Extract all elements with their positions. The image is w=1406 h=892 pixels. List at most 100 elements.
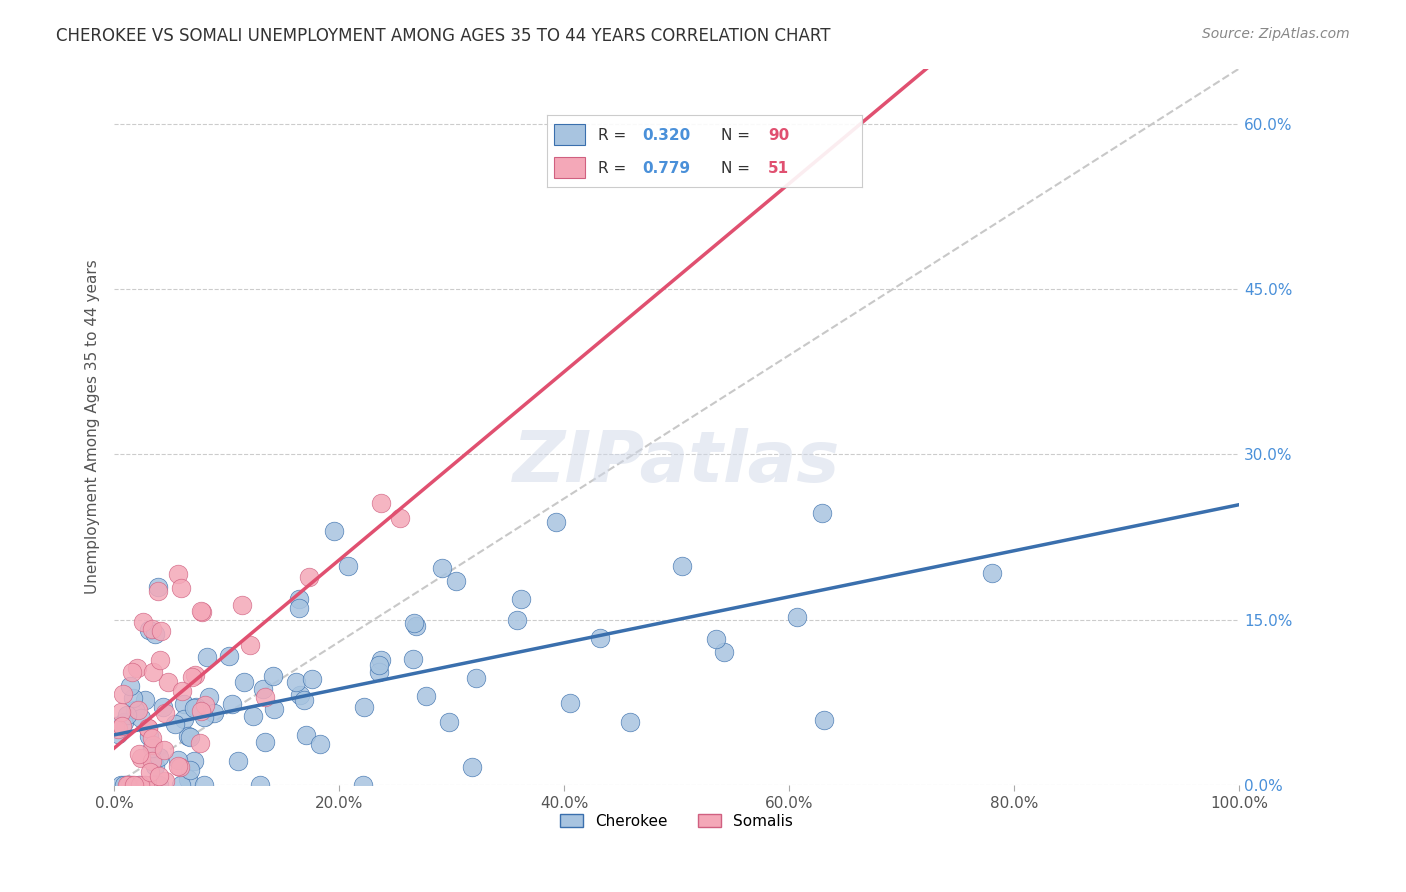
- Point: [510, 591, 533, 606]
- Point: [249, 778, 271, 792]
- Point: [336, 558, 359, 573]
- Point: [110, 705, 132, 719]
- Point: [370, 496, 392, 510]
- Point: [191, 605, 214, 619]
- Point: [118, 679, 141, 693]
- Text: ZIPatlas: ZIPatlas: [513, 428, 841, 497]
- Point: [292, 693, 315, 707]
- Point: [107, 722, 129, 736]
- Point: [183, 754, 205, 768]
- Point: [589, 631, 612, 645]
- Point: [152, 743, 174, 757]
- Point: [169, 759, 191, 773]
- Point: [139, 764, 162, 779]
- Point: [173, 713, 195, 727]
- Point: [295, 728, 318, 742]
- Point: [141, 754, 163, 768]
- Point: [121, 778, 143, 792]
- Point: [183, 701, 205, 715]
- Point: [560, 696, 582, 710]
- Point: [141, 731, 163, 745]
- Point: [188, 737, 211, 751]
- Point: [177, 729, 200, 743]
- Point: [167, 754, 190, 768]
- Point: [284, 675, 307, 690]
- Point: [128, 747, 150, 761]
- Point: [155, 773, 177, 788]
- Point: [128, 778, 150, 792]
- Point: [980, 566, 1002, 580]
- Point: [129, 778, 152, 792]
- Point: [104, 719, 127, 733]
- Point: [122, 778, 145, 792]
- Point: [125, 660, 148, 674]
- Text: Source: ZipAtlas.com: Source: ZipAtlas.com: [1202, 27, 1350, 41]
- Point: [226, 754, 249, 768]
- Point: [170, 582, 193, 596]
- Point: [465, 671, 488, 685]
- Point: [118, 778, 141, 792]
- Point: [170, 778, 193, 792]
- Point: [142, 665, 165, 679]
- Point: [253, 735, 276, 749]
- Point: [262, 668, 284, 682]
- Point: [111, 719, 134, 733]
- Point: [121, 665, 143, 680]
- Point: [155, 706, 177, 720]
- Point: [181, 670, 204, 684]
- Point: [813, 713, 835, 727]
- Point: [172, 683, 194, 698]
- Point: [157, 675, 180, 690]
- Point: [179, 731, 201, 745]
- Point: [152, 700, 174, 714]
- Point: [671, 559, 693, 574]
- Point: [141, 778, 163, 792]
- Point: [148, 750, 170, 764]
- Point: [184, 699, 207, 714]
- Point: [437, 714, 460, 729]
- Point: [290, 688, 312, 702]
- Point: [129, 711, 152, 725]
- Legend: Cherokee, Somalis: Cherokee, Somalis: [554, 807, 800, 835]
- Point: [619, 715, 641, 730]
- Point: [173, 697, 195, 711]
- Point: [148, 580, 170, 594]
- Point: [239, 638, 262, 652]
- Point: [298, 569, 321, 583]
- Point: [190, 604, 212, 618]
- Point: [138, 729, 160, 743]
- Point: [367, 665, 389, 679]
- Point: [163, 717, 186, 731]
- Point: [134, 778, 156, 792]
- Point: [232, 674, 254, 689]
- Point: [110, 778, 132, 792]
- Point: [198, 690, 221, 704]
- Point: [149, 653, 172, 667]
- Point: [254, 690, 277, 704]
- Point: [134, 778, 156, 792]
- Point: [148, 769, 170, 783]
- Point: [810, 506, 832, 520]
- Point: [402, 652, 425, 666]
- Point: [194, 698, 217, 713]
- Point: [112, 778, 135, 792]
- Point: [231, 599, 253, 613]
- Point: [402, 615, 425, 630]
- Point: [389, 511, 412, 525]
- Point: [117, 778, 139, 792]
- Point: [179, 763, 201, 777]
- Point: [252, 681, 274, 696]
- Point: [136, 721, 159, 735]
- Point: [460, 759, 482, 773]
- Point: [195, 650, 218, 665]
- Point: [308, 737, 330, 751]
- Point: [190, 704, 212, 718]
- Point: [115, 778, 138, 792]
- Point: [117, 778, 139, 792]
- Point: [138, 721, 160, 735]
- Point: [141, 741, 163, 756]
- Point: [167, 566, 190, 581]
- Point: [167, 759, 190, 773]
- Point: [301, 672, 323, 686]
- Y-axis label: Unemployment Among Ages 35 to 44 years: Unemployment Among Ages 35 to 44 years: [86, 260, 100, 594]
